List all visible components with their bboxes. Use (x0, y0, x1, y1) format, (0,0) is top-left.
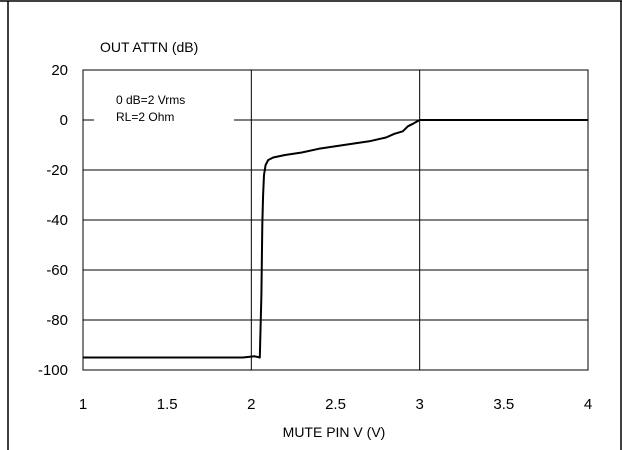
y-tick-label: -60 (46, 262, 68, 279)
x-tick-label: 2.5 (325, 396, 346, 413)
y-tick-label: 20 (51, 62, 68, 79)
x-tick-labels: 1 1.5 2 2.5 3 3.5 4 (79, 396, 592, 413)
y-tick-label: -20 (46, 162, 68, 179)
x-tick-label: 2 (247, 396, 255, 413)
annotation-box (94, 86, 234, 128)
x-tick-label: 3 (415, 396, 423, 413)
x-axis-title: MUTE PIN V (V) (283, 424, 386, 440)
series-line-1 (83, 119, 588, 359)
x-tick-label: 1 (79, 396, 87, 413)
series-group (83, 119, 588, 359)
y-tick-labels: 20 0 -20 -40 -60 -80 -100 (38, 62, 68, 379)
y-tick-label: -100 (38, 362, 68, 379)
x-tick-label: 1.5 (157, 396, 178, 413)
x-tick-label: 3.5 (493, 396, 514, 413)
x-tick-label: 4 (584, 396, 592, 413)
chart-title: OUT ATTN (dB) (100, 39, 198, 55)
plot-area (82, 69, 589, 371)
y-tick-label: -40 (46, 212, 68, 229)
y-tick-label: -80 (46, 312, 68, 329)
annotation-line-1: 0 dB=2 Vrms (116, 93, 185, 107)
annotation-line-2: RL=2 Ohm (116, 110, 174, 124)
y-tick-label: 0 (60, 112, 68, 129)
